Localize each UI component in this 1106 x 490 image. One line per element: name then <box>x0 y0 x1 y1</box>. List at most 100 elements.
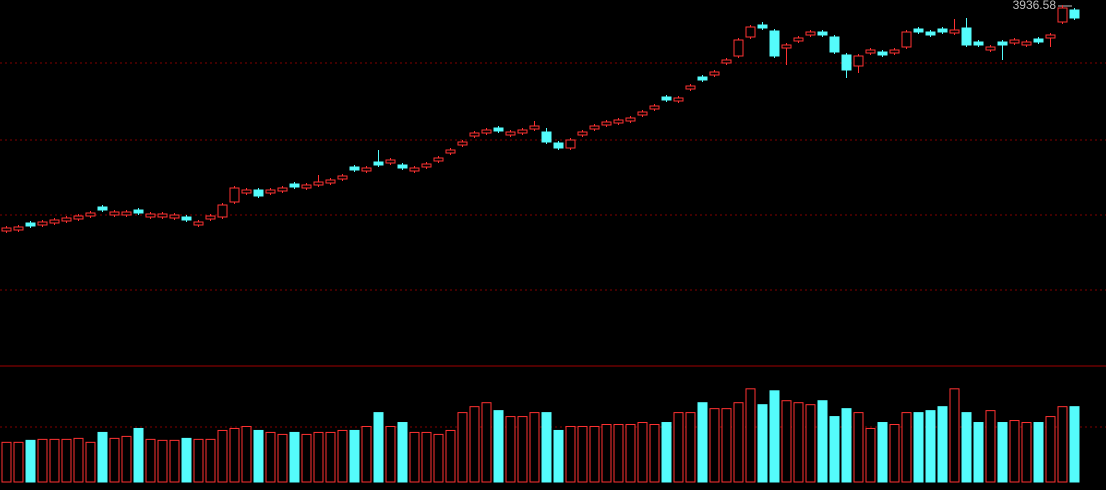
candle-body <box>145 213 156 218</box>
candle-body <box>985 46 996 51</box>
candle-body <box>877 51 888 56</box>
volume-bar <box>253 429 264 483</box>
candle-body <box>745 26 756 38</box>
volume-bar <box>817 400 828 483</box>
volume-bar <box>1069 406 1080 483</box>
volume-bar <box>961 412 972 483</box>
volume-bar <box>841 408 852 483</box>
volume-bar <box>769 390 780 483</box>
candle-body <box>169 214 180 219</box>
candle-body <box>625 117 636 122</box>
candle-body <box>481 129 492 134</box>
candle-body <box>493 127 504 132</box>
candle-body <box>49 219 60 224</box>
volume-bar <box>469 406 480 483</box>
candle-body <box>73 215 84 220</box>
candle-body <box>469 132 480 137</box>
candle-body <box>841 54 852 71</box>
volume-bar <box>493 410 504 483</box>
volume-bar <box>685 412 696 483</box>
volume-bar <box>25 439 36 483</box>
volume-bar <box>721 408 732 483</box>
candle-body <box>1045 34 1056 39</box>
candle-body <box>961 27 972 46</box>
volume-bar <box>637 422 648 483</box>
volume-bar <box>289 431 300 483</box>
candle-body <box>109 211 120 216</box>
candle-body <box>97 206 108 211</box>
volume-bar <box>229 427 240 483</box>
candle-body <box>1021 41 1032 46</box>
candle-body <box>697 76 708 81</box>
volume-bar <box>373 412 384 483</box>
volume-bar <box>505 416 516 483</box>
volume-bar <box>709 408 720 483</box>
volume-bar <box>865 427 876 483</box>
volume-bar <box>109 437 120 483</box>
candle-body <box>913 28 924 33</box>
candle-body <box>241 189 252 194</box>
candle-body <box>829 36 840 53</box>
volume-bar <box>925 410 936 483</box>
candle-body <box>37 221 48 226</box>
candle-body <box>433 157 444 162</box>
volume-bar <box>85 441 96 483</box>
candle-body <box>217 204 228 218</box>
candle-body <box>853 55 864 67</box>
candle-body <box>457 141 468 146</box>
volume-bar <box>1021 422 1032 483</box>
volume-bar <box>301 433 312 483</box>
candle-body <box>637 111 648 116</box>
volume-bar <box>49 438 60 483</box>
volume-bar <box>805 404 816 483</box>
volume-bar <box>589 425 600 483</box>
volume-bar <box>649 424 660 483</box>
volume-bar <box>745 388 756 483</box>
volume-bar <box>733 402 744 483</box>
candle-body <box>277 187 288 192</box>
candle-body <box>13 226 24 231</box>
volume-bar <box>133 427 144 483</box>
candle-body <box>1009 39 1020 44</box>
candle-body <box>541 131 552 143</box>
volume-bar <box>517 416 528 483</box>
candle-body <box>613 119 624 124</box>
candle-body <box>565 139 576 149</box>
candle-body <box>205 215 216 220</box>
candle-body <box>85 212 96 217</box>
volume-bar <box>313 431 324 483</box>
candle-body <box>577 131 588 136</box>
candle-body <box>61 217 72 222</box>
volume-bar <box>673 412 684 483</box>
candle-body <box>229 187 240 203</box>
candle-body <box>937 28 948 33</box>
volume-bar <box>121 435 132 483</box>
volume-bar <box>997 422 1008 483</box>
candle-body <box>649 105 660 110</box>
candle-body <box>889 49 900 54</box>
candle-body <box>757 24 768 29</box>
candle-body <box>973 41 984 46</box>
volume-bar <box>553 429 564 483</box>
volume-bar <box>853 412 864 483</box>
candle-body <box>121 211 132 216</box>
candle-body <box>901 31 912 48</box>
high-label: 3936.58 <box>1013 0 1057 12</box>
candle-body <box>505 131 516 136</box>
candle-body <box>349 166 360 171</box>
volume-bar <box>145 438 156 483</box>
volume-bar <box>565 425 576 483</box>
candle-body <box>949 29 960 34</box>
volume-bar <box>949 388 960 483</box>
volume-bar <box>601 424 612 483</box>
candle-body <box>313 181 324 186</box>
candle-body <box>445 149 456 154</box>
candle-body <box>253 189 264 197</box>
volume-bar <box>61 438 72 483</box>
candle-body <box>709 71 720 76</box>
candle-body <box>553 142 564 149</box>
candle-body <box>361 167 372 172</box>
volume-bar <box>877 422 888 483</box>
candle-body <box>1 227 12 232</box>
